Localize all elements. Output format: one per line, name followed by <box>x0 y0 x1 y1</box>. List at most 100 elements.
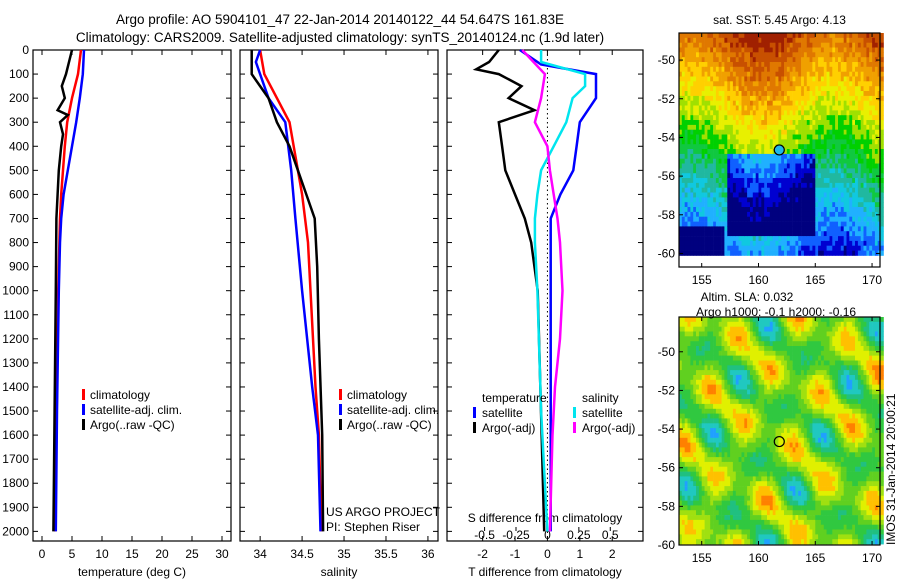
map-cell <box>840 76 844 82</box>
map-cell <box>767 250 771 256</box>
map-cell <box>750 144 754 150</box>
map-cell <box>684 321 688 327</box>
map-cell <box>860 71 864 77</box>
map-cell <box>701 124 705 131</box>
map-cell <box>795 182 799 189</box>
map-cell <box>744 91 748 97</box>
map-cell <box>687 33 691 39</box>
map-cell <box>843 66 847 72</box>
map-cell <box>747 423 751 429</box>
map-cell <box>752 510 756 516</box>
map-cell <box>778 197 782 203</box>
map-cell <box>687 505 691 511</box>
map-cell <box>849 62 853 68</box>
map-cell <box>781 110 785 116</box>
map-cell <box>718 466 722 472</box>
map-cell <box>679 71 683 77</box>
map-cell <box>713 250 717 256</box>
map-cell <box>789 120 793 126</box>
map-cell <box>681 250 685 256</box>
map-cell <box>818 221 822 227</box>
map-cell <box>679 236 683 242</box>
map-cell <box>781 76 785 82</box>
map-cell <box>721 510 725 516</box>
map-cell <box>798 134 802 140</box>
map-cell <box>852 47 856 53</box>
map-cell <box>812 144 816 150</box>
map-cell <box>860 149 864 155</box>
series-line-argo-raw-qc- <box>250 50 325 532</box>
map-cell <box>679 423 683 429</box>
map-cell <box>752 62 756 68</box>
map-cell <box>835 110 839 116</box>
map-cell <box>778 42 782 48</box>
map-cell <box>877 226 881 232</box>
map-cell <box>707 505 711 511</box>
map-cell <box>727 124 731 131</box>
y-tick-label: 900 <box>9 260 29 274</box>
map-cell <box>681 432 685 439</box>
map-cell <box>792 231 796 237</box>
map-cell <box>750 423 754 429</box>
map-cell <box>818 245 822 251</box>
map-cell <box>755 423 759 429</box>
map-cell <box>738 495 742 501</box>
map-cell <box>718 495 722 501</box>
map-cell <box>679 197 683 203</box>
map-cell <box>715 153 720 160</box>
map-cell <box>755 47 759 53</box>
map-cell <box>826 144 830 150</box>
map-cell <box>801 207 805 213</box>
map-cell <box>730 442 734 448</box>
map-cell <box>877 178 881 184</box>
map-cell <box>852 62 856 68</box>
map-cell <box>687 336 691 342</box>
map-cell <box>815 52 819 58</box>
map-cell <box>684 120 688 126</box>
map-cell <box>840 86 844 92</box>
map-cell <box>710 134 714 140</box>
map-cell <box>724 211 728 218</box>
map-cell <box>741 539 745 545</box>
map-cell <box>724 139 728 145</box>
map-cell <box>838 226 842 232</box>
map-cell <box>812 178 816 184</box>
map-cell <box>696 124 700 131</box>
map-cell <box>769 66 773 72</box>
map-cell <box>863 207 867 213</box>
map-cell <box>832 91 836 97</box>
map-cell <box>860 163 864 169</box>
map-cell <box>735 384 739 390</box>
map-cell <box>715 471 720 477</box>
map-cell <box>747 168 751 174</box>
map-cell <box>696 519 700 526</box>
map-cell <box>701 173 705 179</box>
map-cell <box>792 81 796 87</box>
map-cell <box>784 158 788 164</box>
map-cell <box>713 326 717 332</box>
map-cell <box>784 95 788 102</box>
map-cell <box>704 62 708 68</box>
map-cell <box>698 457 703 463</box>
map-cell <box>713 389 717 395</box>
map-cell <box>721 216 725 222</box>
map-cell <box>690 442 694 448</box>
map-cell <box>784 240 788 247</box>
map-cell <box>815 95 819 102</box>
map-cell <box>724 524 728 530</box>
map-cell <box>687 231 691 237</box>
map-cell <box>826 211 830 218</box>
map-cell <box>738 466 742 472</box>
map-cell <box>698 375 703 381</box>
map-cell <box>741 437 745 443</box>
map-cell <box>806 245 810 251</box>
map-cell <box>707 461 711 468</box>
map-cell <box>852 178 856 184</box>
map-cell <box>840 81 844 87</box>
map-cell <box>823 207 827 213</box>
map-cell <box>681 91 685 97</box>
map-cell <box>755 317 759 323</box>
map-cell <box>730 500 734 506</box>
map-cell <box>835 95 839 102</box>
map-cell <box>772 124 776 131</box>
